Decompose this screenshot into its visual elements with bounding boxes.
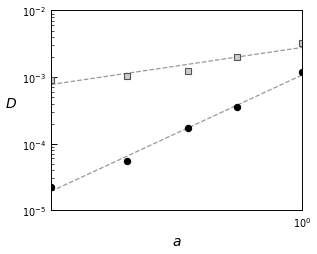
X-axis label: a: a xyxy=(172,234,181,248)
Y-axis label: D: D xyxy=(6,97,16,111)
